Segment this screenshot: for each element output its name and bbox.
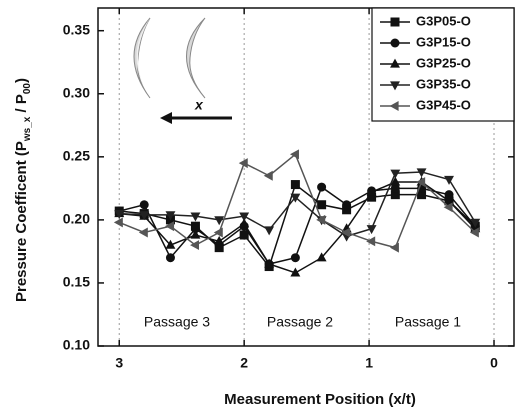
data-point — [417, 190, 427, 200]
data-point — [469, 227, 479, 238]
data-point — [317, 200, 327, 210]
legend-marker — [390, 38, 400, 48]
data-point — [444, 190, 454, 200]
annotation: Passage 1 — [395, 314, 461, 330]
annotation: Passage 3 — [144, 314, 210, 330]
inset-label: x — [194, 97, 204, 113]
y-axis-title-part: 00 — [22, 83, 33, 95]
y-tick-label: 0.10 — [63, 337, 90, 353]
data-point — [289, 149, 299, 160]
data-point — [290, 253, 300, 263]
data-point — [290, 193, 301, 203]
data-point — [290, 267, 301, 277]
data-point — [138, 227, 148, 238]
data-point — [264, 258, 275, 268]
data-point — [214, 216, 225, 226]
data-point — [342, 205, 352, 215]
data-point — [239, 212, 250, 222]
y-axis-title-part: ws_x — [22, 116, 33, 142]
y-axis-title-part: / P — [13, 94, 30, 117]
x-tick-label: 2 — [240, 355, 248, 371]
data-point — [444, 175, 454, 185]
x-tick-label: 1 — [365, 355, 373, 371]
y-tick-label: 0.35 — [63, 21, 90, 37]
data-point — [390, 190, 400, 200]
legend-marker — [390, 81, 400, 91]
data-point — [139, 200, 149, 210]
data-point — [239, 218, 250, 228]
data-point — [341, 227, 351, 238]
y-tick-label: 0.15 — [63, 274, 90, 290]
data-point — [390, 169, 401, 179]
legend-label: G3P25-O — [416, 55, 471, 70]
legend-marker — [390, 58, 400, 68]
data-point — [165, 211, 176, 221]
data-point — [190, 240, 200, 251]
blade — [186, 17, 206, 99]
blade — [136, 18, 150, 98]
legend-marker — [390, 17, 400, 27]
data-point — [190, 212, 201, 222]
blade-inset: x — [133, 17, 232, 124]
data-point — [416, 177, 426, 187]
data-point — [264, 226, 275, 236]
data-point — [139, 211, 150, 221]
blade — [133, 17, 151, 99]
data-point — [165, 253, 175, 263]
arrow-head — [160, 112, 172, 124]
annotation: Passage 2 — [267, 314, 333, 330]
data-point — [190, 224, 200, 234]
legend-label: G3P05-O — [416, 13, 471, 28]
x-tick-label: 3 — [115, 355, 123, 371]
x-tick-label: 0 — [490, 355, 498, 371]
data-point — [390, 176, 401, 186]
data-point — [316, 252, 327, 262]
y-tick-label: 0.25 — [63, 148, 90, 164]
data-point — [366, 236, 376, 247]
legend-label: G3P45-O — [416, 97, 471, 112]
data-point — [389, 242, 399, 253]
data-point — [214, 235, 225, 245]
data-point — [416, 168, 427, 178]
data-point — [316, 214, 326, 225]
data-point — [238, 158, 248, 169]
data-point — [444, 195, 454, 205]
data-point — [190, 229, 201, 239]
data-point — [213, 227, 223, 238]
y-axis-title-part: ) — [13, 78, 30, 83]
data-point — [113, 217, 123, 228]
plot-frame — [97, 7, 515, 347]
legend-marker — [389, 101, 399, 111]
series-line — [118, 153, 476, 249]
data-point — [165, 221, 175, 232]
data-point — [390, 183, 400, 193]
data-point — [470, 218, 481, 228]
data-point — [342, 200, 352, 210]
data-point — [239, 230, 249, 240]
data-point — [366, 186, 377, 196]
y-tick-label: 0.20 — [63, 211, 90, 227]
data-point — [114, 209, 125, 219]
legend-label: G3P35-O — [416, 76, 471, 91]
y-tick-label: 0.30 — [63, 84, 90, 100]
data-point — [317, 182, 327, 192]
y-axis-title-part: Pressure Coefficent (P — [13, 141, 30, 302]
x-axis-title: Measurement Position (x/t) — [224, 391, 416, 408]
data-point — [367, 192, 377, 202]
legend-label: G3P15-O — [416, 34, 471, 49]
data-point — [366, 225, 377, 235]
data-point — [165, 239, 176, 249]
data-point — [263, 170, 273, 181]
data-point — [443, 202, 453, 213]
y-axis-title: Pressure Coefficent (Pws_x / P00) — [13, 78, 33, 302]
data-point — [290, 180, 300, 190]
